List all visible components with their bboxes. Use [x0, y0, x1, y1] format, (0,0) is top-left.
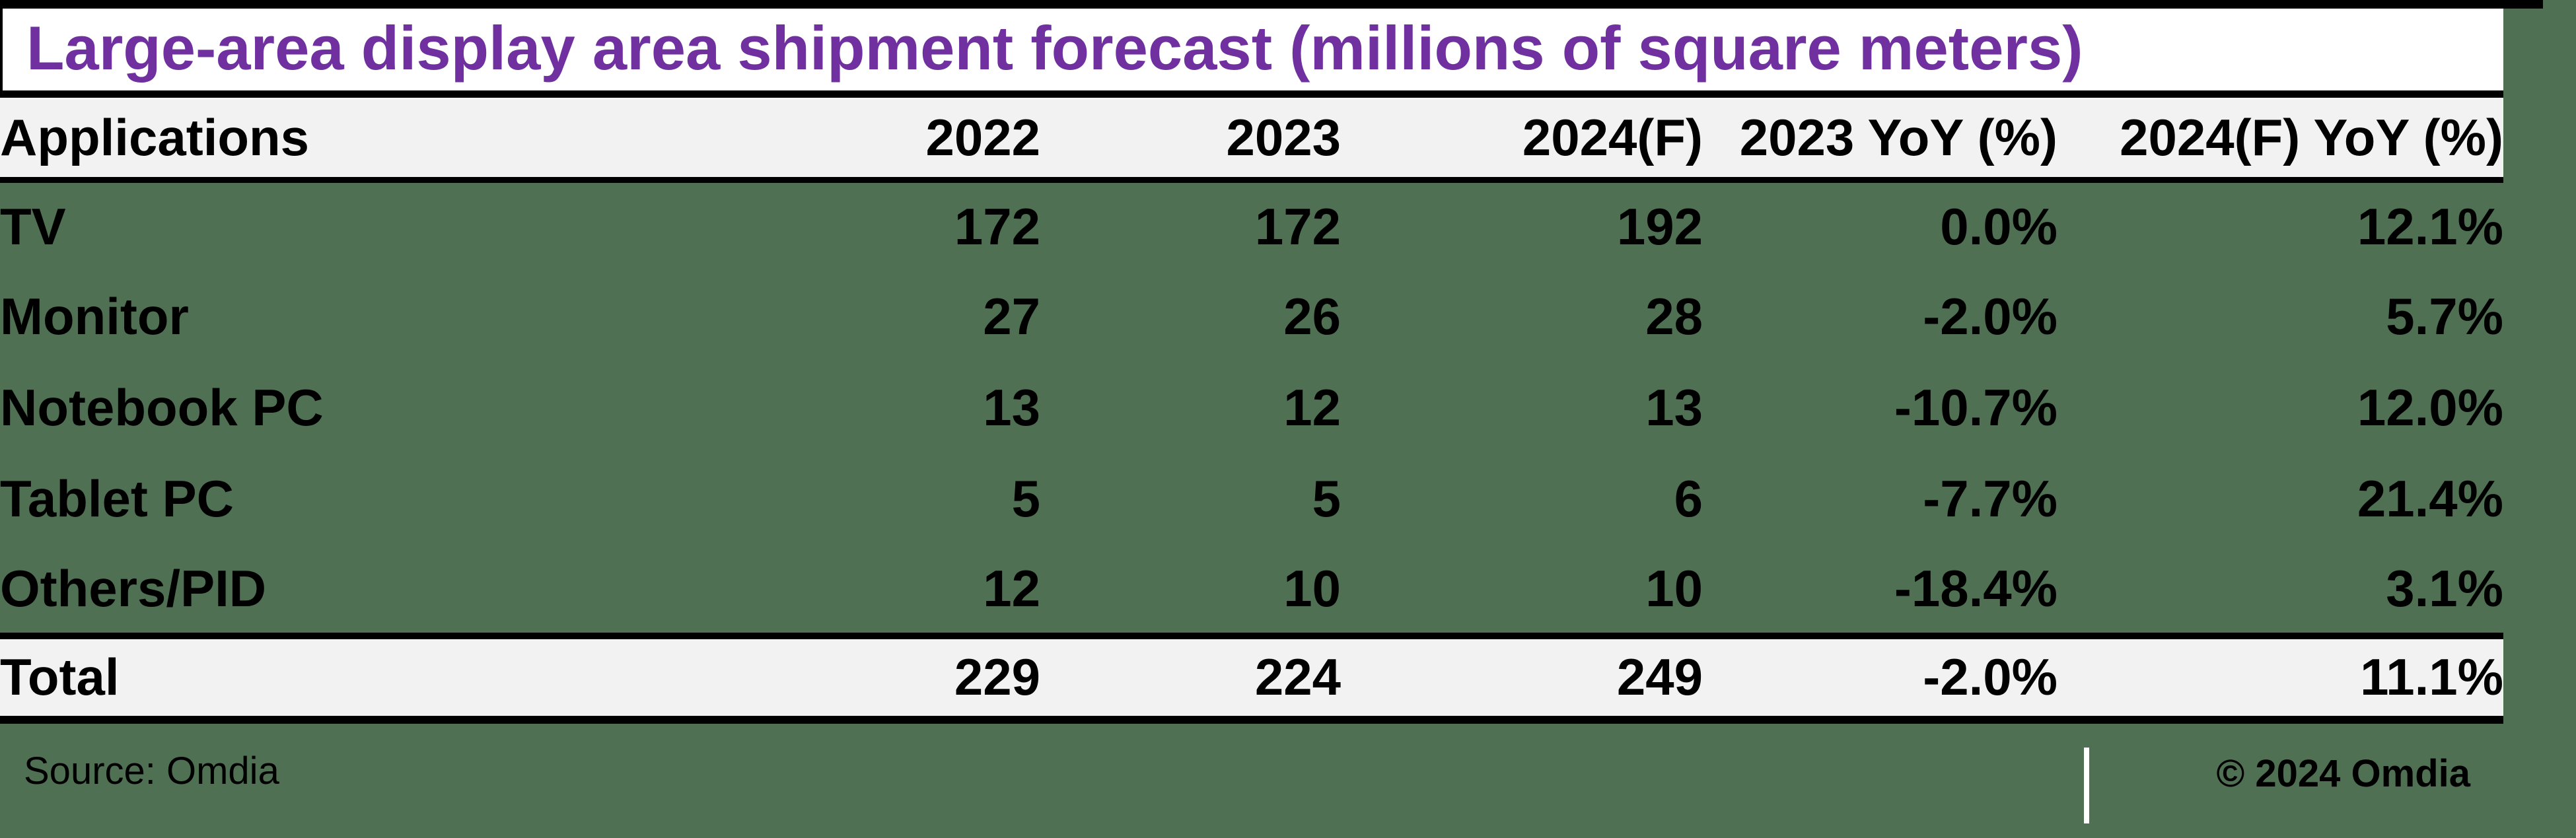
total-value: 224: [1040, 632, 1341, 724]
cell-value: 28: [1645, 287, 1703, 345]
cell-label: TV: [0, 197, 66, 256]
cell-value: 6: [1674, 470, 1703, 528]
table-body: TV 172 172 192 0.0% 12.1% Monitor 27 26 28 -2.0% 5.…: [0, 180, 2503, 636]
total-value: 249: [1341, 632, 1703, 724]
cell-value: 12.0%: [2357, 378, 2503, 436]
cell-label: Monitor: [0, 287, 189, 345]
cell-value: 192: [1616, 197, 1703, 256]
top-border-bar: [0, 0, 2543, 9]
header-row: Applications 2022 2023 2024(F) 2023 YoY (%) 2…: [0, 94, 2503, 183]
table-row: Monitor 27 26 28 -2.0% 5.7%: [0, 271, 2503, 363]
cell-value: 26: [1283, 287, 1341, 345]
cell-value: -7.7%: [1923, 470, 2057, 528]
total-row: Total 229 224 249 -2.0% 11.1%: [0, 632, 2503, 724]
cell-value: 5.7%: [2386, 287, 2503, 345]
cell-value: -18.4%: [1894, 559, 2057, 617]
cell-value: 21.4%: [2357, 470, 2503, 528]
cell-label: Tablet PC: [0, 470, 234, 528]
cell-value: 12: [1283, 378, 1341, 436]
cell-value: 27: [983, 287, 1040, 345]
footer-divider: [2084, 748, 2089, 823]
column-header-value: 2022: [733, 94, 1040, 183]
column-header-value: 2024(F) YoY (%): [2057, 94, 2503, 183]
cell-value: 10: [1283, 559, 1341, 617]
total-value: 229: [733, 632, 1040, 724]
cell-value: 172: [1254, 197, 1341, 256]
cell-value: 10: [1645, 559, 1703, 617]
table-row: TV 172 172 192 0.0% 12.1%: [0, 180, 2503, 271]
column-header-value: 2023 YoY (%): [1703, 94, 2057, 183]
copyright-note: © 2024 Omdia: [2216, 752, 2470, 795]
table-row: Others/PID 12 10 10 -18.4% 3.1%: [0, 545, 2503, 636]
title-strip: Large-area display area shipment forecas…: [0, 9, 2503, 90]
cell-value: 12: [983, 559, 1040, 617]
forecast-table: Applications 2022 2023 2024(F) 2023 YoY (%) 2…: [0, 90, 2503, 724]
cell-value: 13: [1645, 378, 1703, 436]
chart-title: Large-area display area shipment forecas…: [26, 13, 2083, 83]
column-header-value: 2024(F): [1341, 94, 1703, 183]
total-label: Total: [0, 632, 733, 724]
total-value: -2.0%: [1703, 632, 2057, 724]
table-row: Tablet PC 5 5 6 -7.7% 21.4%: [0, 454, 2503, 545]
column-header-value: 2023: [1040, 94, 1341, 183]
cell-value: 3.1%: [2386, 559, 2503, 617]
footer: Source: Omdia © 2024 Omdia: [0, 744, 2576, 838]
source-note: Source: Omdia: [24, 750, 279, 792]
column-header-label: Applications: [0, 94, 733, 183]
cell-value: 12.1%: [2357, 197, 2503, 256]
cell-value: -2.0%: [1923, 287, 2057, 345]
total-value: 11.1%: [2057, 632, 2503, 724]
cell-value: 0.0%: [1940, 197, 2057, 256]
cell-value: 5: [1312, 470, 1341, 528]
cell-label: Notebook PC: [0, 378, 324, 436]
cell-value: -10.7%: [1894, 378, 2057, 436]
cell-value: 172: [954, 197, 1040, 256]
cell-label: Others/PID: [0, 559, 267, 617]
table-row: Notebook PC 13 12 13 -10.7% 12.0%: [0, 363, 2503, 454]
cell-value: 13: [983, 378, 1040, 436]
cell-value: 5: [1011, 470, 1040, 528]
